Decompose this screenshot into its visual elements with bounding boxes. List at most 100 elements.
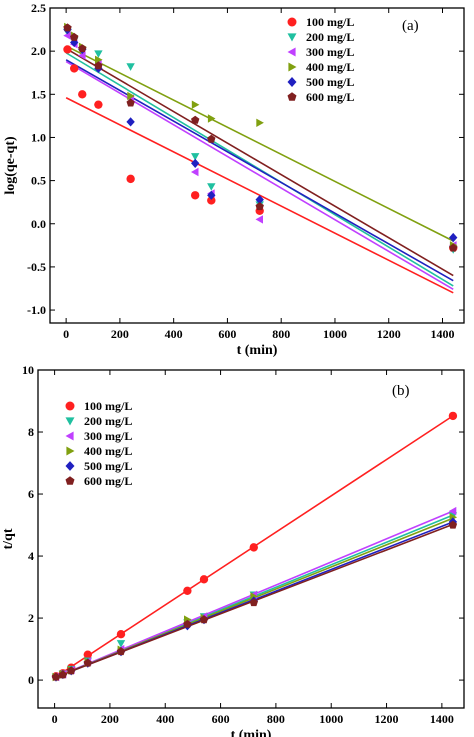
x-tick-label: 0: [52, 712, 58, 726]
data-point-series-4: [95, 55, 103, 64]
legend-label-2: 200 mg/L: [84, 414, 132, 428]
y-tick-label: 1.0: [31, 130, 46, 144]
data-point-series-6: [58, 670, 68, 679]
legend-marker-4: [66, 446, 75, 456]
data-point-series-3: [448, 506, 457, 516]
data-point-series-1: [448, 411, 458, 421]
data-point-series-3: [191, 167, 199, 177]
y-tick-label: 0.0: [31, 217, 46, 231]
data-point-series-1: [207, 196, 216, 205]
legend-marker-6: [65, 476, 75, 485]
data-point-series-6: [83, 658, 92, 667]
legend-label-5: 500 mg/L: [306, 75, 354, 89]
data-point-series-1: [116, 629, 126, 639]
data-point-series-3: [63, 31, 71, 40]
legend-marker-2: [287, 33, 297, 42]
legend-label-1: 100 mg/L: [84, 399, 132, 413]
data-point-series-1: [63, 45, 72, 54]
chart-panel-a: 0 200 400 600 800 1000 1200 1400 -1.0 -0.5 0.0 0.5 1…: [3, 1, 465, 358]
y-tick-label: -0.5: [27, 260, 46, 274]
legend-marker-3: [65, 431, 74, 441]
legend-marker-4: [288, 62, 297, 72]
data-point-series-1: [78, 90, 87, 99]
data-point-series-4: [207, 114, 216, 123]
x-tick-label: 1200: [375, 712, 399, 726]
legend-label-5: 500 mg/L: [84, 459, 132, 473]
data-point-series-2: [207, 183, 216, 191]
data-point-series-1: [69, 64, 79, 73]
x-tick-label: 0: [63, 327, 69, 341]
data-point-series-2: [116, 640, 126, 648]
legend-label-1: 100 mg/L: [306, 15, 354, 29]
fit-line-6: [65, 47, 454, 277]
legend-label-3: 300 mg/L: [306, 45, 354, 59]
data-point-series-6: [448, 520, 458, 529]
data-point-series-6: [126, 98, 135, 107]
legend-label-4: 400 mg/L: [306, 60, 354, 74]
data-point-series-1: [190, 191, 200, 200]
data-point-series-6: [449, 243, 458, 252]
legend-marker-1: [65, 401, 75, 411]
y-axis-title: log(qe-qt): [3, 136, 18, 195]
x-axis-title: t (min): [231, 728, 272, 737]
x-tick-label: 1200: [377, 327, 401, 341]
x-tick-label: 200: [111, 327, 129, 341]
data-point-series-5: [207, 190, 216, 200]
legend-label-2: 200 mg/L: [306, 30, 354, 44]
legend-label-4: 400 mg/L: [84, 444, 132, 458]
data-point-series-6: [199, 615, 209, 624]
data-point-series-3: [78, 51, 86, 60]
x-tick-label: 1000: [319, 712, 343, 726]
x-tick-label: 400: [156, 712, 174, 726]
legend-marker-6: [287, 92, 297, 101]
data-point-series-5: [255, 195, 264, 205]
data-point-series-6: [78, 44, 87, 53]
data-point-series-6: [255, 202, 264, 211]
x-tick-label: 200: [101, 712, 119, 726]
data-point-series-1: [183, 586, 192, 595]
y-tick-label: 0: [28, 673, 34, 687]
fit-line-4: [65, 45, 454, 242]
data-point-series-6: [207, 134, 216, 143]
legend-marker-5: [65, 461, 75, 471]
data-point-series-1: [94, 100, 103, 109]
y-tick-label: 4: [28, 549, 34, 563]
y-tick-label: 0.5: [31, 174, 46, 188]
data-point-series-1: [199, 575, 209, 584]
data-point-series-6: [67, 666, 76, 675]
chart-panel-b: 0 200 400 600 800 1000 1200 1400 0 2 4 6 8 10 t (min) t…: [1, 363, 465, 737]
data-point-series-6: [63, 23, 72, 32]
x-tick-label: 800: [272, 327, 290, 341]
legend-label-3: 300 mg/L: [84, 429, 132, 443]
x-tick-label: 1400: [430, 712, 454, 726]
data-point-series-5: [126, 117, 135, 127]
panel-label: (b): [392, 383, 410, 399]
data-point-series-6: [70, 32, 79, 41]
y-tick-label: 1.5: [31, 87, 46, 101]
y-axis-title: t/qt: [1, 528, 16, 549]
data-point-series-6: [116, 647, 126, 656]
legend-marker-2: [65, 417, 75, 426]
legend-marker-1: [287, 17, 297, 27]
x-tick-label: 600: [218, 327, 236, 341]
legend-marker-3: [287, 47, 296, 57]
y-tick-label: 10: [22, 363, 34, 377]
data-point-series-2: [191, 153, 200, 161]
x-tick-label: 1400: [430, 327, 454, 341]
data-point-series-5: [449, 232, 458, 243]
x-tick-label: 600: [212, 712, 230, 726]
y-tick-label: 2.0: [31, 44, 46, 58]
plot-frame: [49, 7, 465, 324]
data-point-series-3: [255, 215, 263, 224]
x-tick-label: 800: [267, 712, 285, 726]
data-point-series-4: [191, 100, 200, 109]
data-point-series-1: [126, 174, 135, 184]
x-tick-label: 400: [165, 327, 183, 341]
y-tick-label: 8: [28, 425, 34, 439]
data-point-series-4: [127, 91, 135, 101]
data-point-series-6: [191, 115, 200, 124]
plot-frame: [37, 369, 465, 709]
